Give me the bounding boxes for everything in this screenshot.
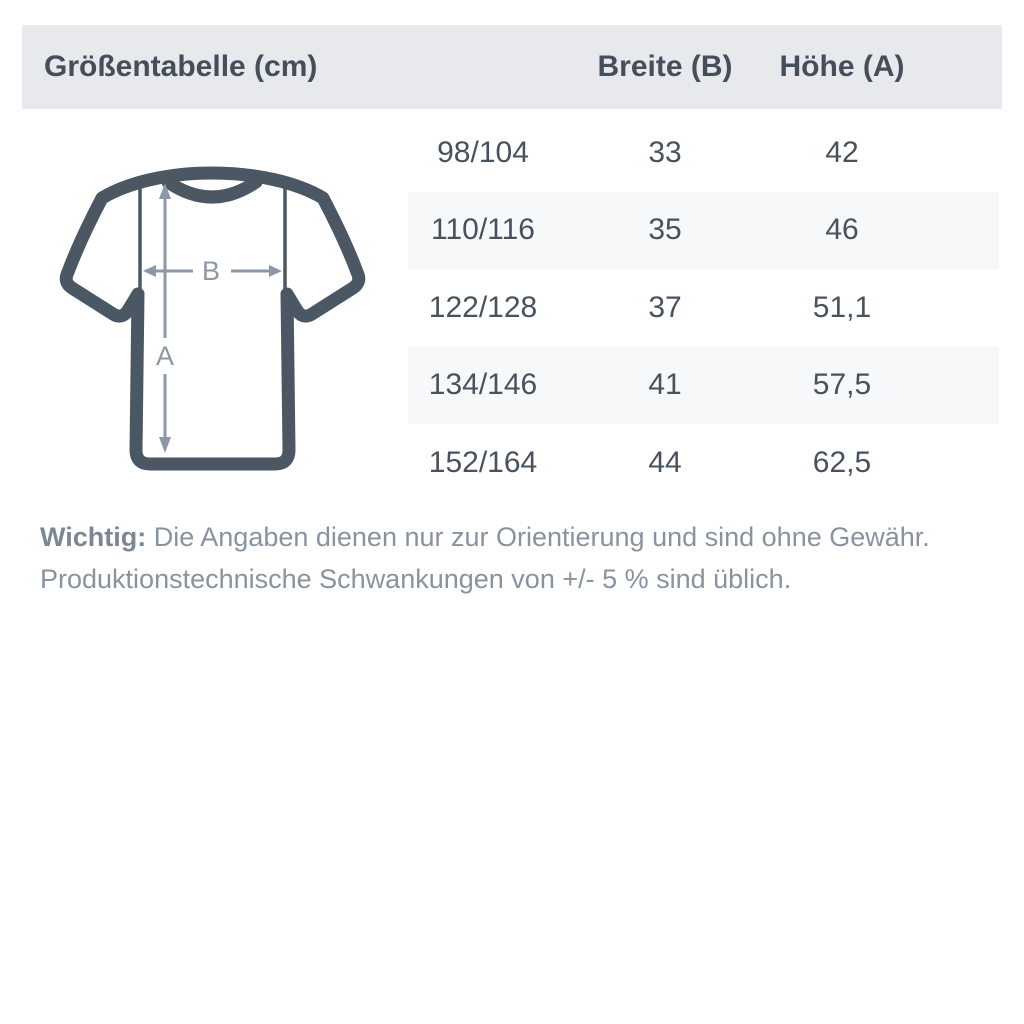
- note-line-2: Produktionstechnische Schwankungen von +…: [40, 564, 792, 594]
- height-cell: 42: [825, 135, 859, 169]
- width-cell: 41: [648, 368, 682, 402]
- height-arrow-label: A: [156, 341, 174, 371]
- table-header-band: Größentabelle (cm) Breite (B) Höhe (A): [22, 25, 1002, 109]
- size-cell: 134/146: [428, 368, 538, 402]
- tshirt-outline-icon: [59, 166, 366, 471]
- disclaimer-note: Wichtig: Die Angaben dienen nur zur Orie…: [40, 516, 990, 600]
- table-row: 152/164 44 62,5: [408, 424, 999, 502]
- size-cell: 98/104: [437, 135, 529, 169]
- note-line-1: Wichtig: Die Angaben dienen nur zur Orie…: [40, 516, 990, 558]
- width-cell: 33: [648, 135, 682, 169]
- size-cell: 122/128: [428, 290, 538, 324]
- table-row: 98/104 33 42: [408, 114, 999, 192]
- note-text-1: Die Angaben dienen nur zur Orientierung …: [153, 522, 930, 552]
- height-cell: 57,5: [812, 368, 872, 402]
- width-cell: 35: [648, 213, 682, 247]
- height-cell: 62,5: [812, 445, 872, 479]
- width-cell: 44: [648, 445, 682, 479]
- height-arrow: A: [156, 183, 174, 453]
- arrow-right-icon: [269, 265, 282, 277]
- size-cell: 110/116: [431, 213, 535, 247]
- size-table: 98/104 33 42 110/116 35 46 122/128 37 51…: [408, 114, 999, 502]
- column-header-hoehe: Höhe (A): [779, 50, 905, 83]
- table-row: 134/146 41 57,5: [408, 346, 999, 424]
- column-header-breite: Breite (B): [597, 50, 733, 83]
- page-title: Größentabelle (cm): [44, 50, 318, 83]
- width-cell: 37: [648, 290, 682, 324]
- arrow-up-icon: [159, 183, 171, 199]
- arrow-left-icon: [143, 265, 156, 277]
- arrow-down-icon: [159, 437, 171, 453]
- height-cell: 46: [825, 213, 859, 247]
- size-cell: 152/164: [428, 445, 538, 479]
- table-row: 110/116 35 46: [408, 191, 999, 269]
- width-arrow-label: B: [202, 256, 220, 286]
- tshirt-diagram: A B: [59, 166, 366, 471]
- note-prefix: Wichtig:: [40, 522, 147, 552]
- table-row: 122/128 37 51,1: [408, 269, 999, 347]
- width-arrow: B: [143, 256, 282, 286]
- height-cell: 51,1: [812, 290, 872, 324]
